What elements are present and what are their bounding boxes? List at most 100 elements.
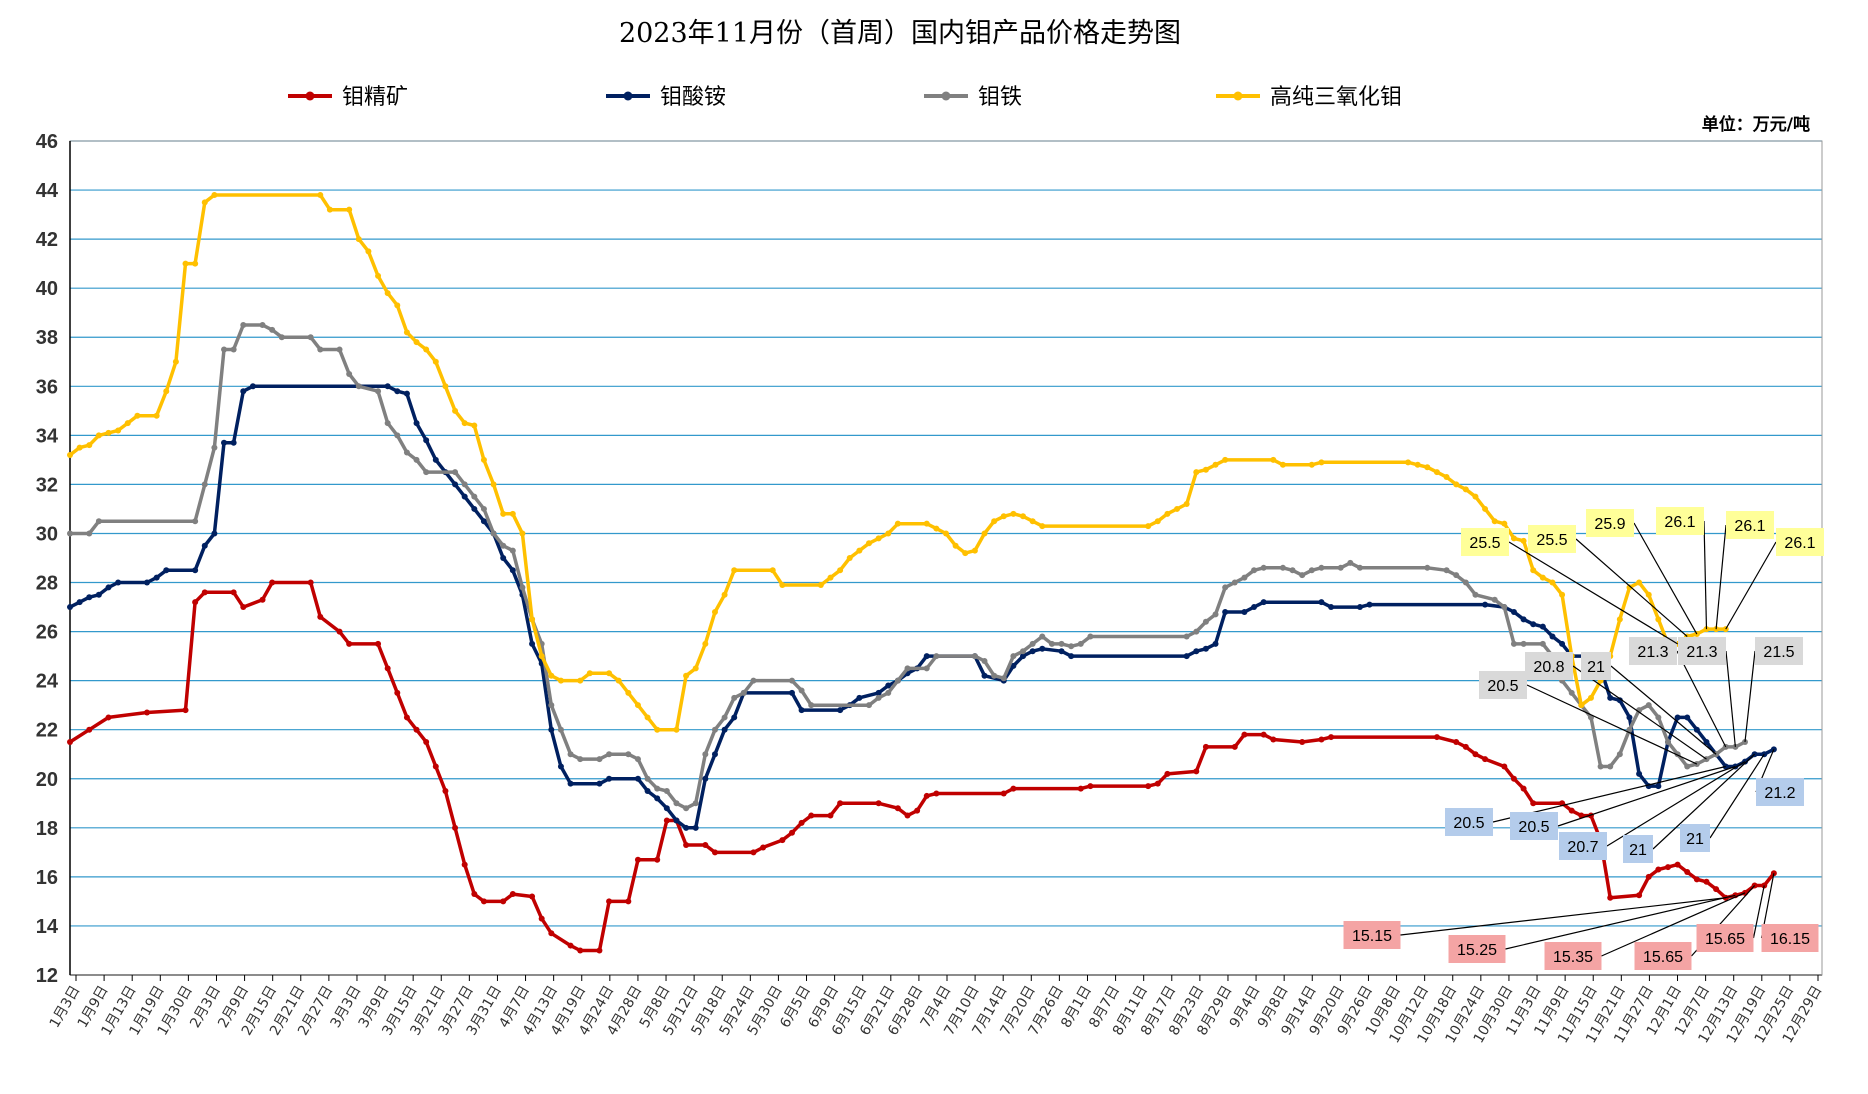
data-point (1491, 596, 1498, 603)
data-point (423, 437, 430, 444)
data-point (355, 383, 362, 390)
y-tick-label: 32 (36, 474, 58, 496)
callout-leader (1652, 753, 1756, 850)
data-point (413, 726, 420, 733)
data-point (1366, 601, 1373, 608)
data-point (1241, 574, 1248, 581)
data-point (894, 520, 901, 527)
data-point (1607, 694, 1614, 701)
data-point (192, 260, 199, 267)
data-point (692, 800, 699, 807)
data-point (702, 640, 709, 647)
callout-label: 15.15 (1352, 928, 1392, 945)
callout-label: 25.5 (1536, 532, 1567, 549)
data-point (86, 530, 93, 537)
data-point (1356, 604, 1363, 611)
data-point (1462, 743, 1469, 750)
data-point (452, 824, 459, 831)
data-point (394, 432, 401, 439)
callout-leader (1725, 650, 1736, 747)
data-point (606, 775, 613, 782)
data-point (875, 694, 882, 701)
data-point (269, 326, 276, 333)
data-point (1482, 756, 1489, 763)
data-point (933, 525, 940, 532)
data-point (673, 817, 680, 824)
data-point (943, 530, 949, 537)
data-point (1597, 763, 1604, 770)
data-point (1241, 731, 1248, 738)
data-point (721, 714, 728, 721)
data-point (336, 346, 343, 353)
data-point (1337, 564, 1344, 571)
y-tick-label: 20 (36, 769, 58, 791)
callout-leader (1572, 665, 1707, 760)
data-point (1520, 616, 1527, 623)
data-point (933, 790, 940, 797)
data-point (856, 694, 863, 701)
data-point (644, 775, 651, 782)
data-point (856, 547, 863, 554)
data-point (615, 677, 622, 684)
data-point (1068, 643, 1075, 650)
callout-label: 21.3 (1637, 644, 1668, 661)
y-tick-label: 34 (36, 425, 59, 447)
data-point (981, 658, 988, 665)
data-point (557, 726, 564, 733)
data-point (557, 763, 564, 770)
data-point (95, 432, 102, 439)
data-point (1145, 783, 1152, 790)
data-point (529, 640, 536, 647)
data-point (1183, 501, 1190, 508)
callout-box (1525, 652, 1573, 680)
data-point (788, 689, 795, 696)
data-point (634, 756, 641, 763)
data-point (1472, 591, 1479, 598)
data-point (480, 898, 487, 905)
data-point (519, 530, 526, 537)
callout-label: 21.5 (1763, 644, 1794, 661)
data-point (1010, 662, 1017, 669)
data-point (307, 334, 314, 341)
callout-label: 21 (1629, 842, 1647, 859)
data-point (490, 530, 497, 537)
data-point (1039, 523, 1046, 530)
data-point (606, 751, 613, 758)
callout-leader (1744, 650, 1756, 743)
data-point (904, 812, 911, 819)
data-point (221, 346, 228, 353)
data-point (702, 751, 709, 758)
data-point (230, 589, 237, 596)
data-point (471, 493, 478, 500)
data-point (750, 677, 757, 684)
data-point (509, 510, 516, 517)
data-point (731, 714, 738, 721)
data-point (673, 800, 680, 807)
callout-label: 20.5 (1487, 678, 1518, 695)
data-point (67, 451, 73, 458)
data-point (1414, 461, 1421, 468)
data-point (336, 628, 343, 635)
callout-label: 26.1 (1734, 518, 1765, 535)
data-point (865, 540, 872, 547)
data-point (1645, 591, 1652, 598)
data-point (798, 819, 805, 826)
data-point (1154, 780, 1161, 787)
data-point (1684, 714, 1691, 721)
data-point (663, 817, 670, 824)
data-point (1539, 640, 1546, 647)
y-tick-label: 42 (36, 229, 58, 251)
data-point (798, 707, 805, 714)
callout-box (1656, 507, 1704, 535)
data-point (1328, 734, 1335, 741)
callout-leader (1601, 892, 1746, 957)
data-point (1520, 640, 1527, 647)
data-point (1154, 518, 1161, 525)
data-point (509, 567, 516, 574)
data-point (480, 505, 487, 512)
data-point (1655, 616, 1662, 623)
data-point (1087, 633, 1094, 640)
data-point (394, 302, 401, 309)
callout-box (1755, 637, 1803, 665)
data-point (1482, 505, 1489, 512)
